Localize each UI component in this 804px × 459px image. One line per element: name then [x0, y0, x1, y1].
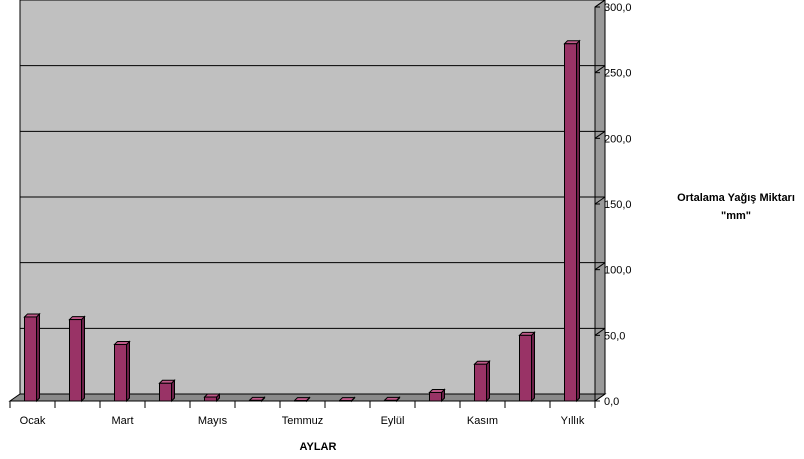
x-tick-label: Temmuz — [282, 415, 324, 427]
x-tick-label: Eylül — [381, 415, 405, 427]
gridline-side — [594, 65, 606, 74]
bar-front — [519, 334, 532, 402]
x-tick-label: Yıllık — [561, 415, 585, 427]
bar-front — [159, 382, 172, 402]
bar-Mart — [113, 340, 131, 403]
y-tick-label: 50,0 — [604, 330, 625, 342]
x-tick-label: Mart — [112, 415, 134, 427]
y-axis-title-line-1: Ortalama Yağış Miktarı — [677, 192, 795, 204]
x-tick-label: Mayıs — [198, 415, 228, 427]
bar-Nisan — [158, 379, 176, 403]
gridline-side — [594, 196, 606, 205]
y-tick-label: 300,0 — [604, 2, 632, 14]
x-axis-title: AYLAR — [300, 441, 337, 453]
bars — [23, 39, 581, 403]
x-tick-labels: Ocak Mart Mayıs Temmuz Eylül Kasım Yıllık — [20, 415, 585, 427]
bar-front — [24, 316, 37, 402]
bar-front — [69, 319, 82, 402]
y-axis-title-line-2: "mm" — [721, 210, 751, 222]
bar-front — [429, 391, 442, 402]
plot-walls — [8, 0, 607, 402]
bar-front — [474, 363, 487, 402]
bar-Eylül — [383, 396, 401, 403]
bar-Ekim — [428, 388, 446, 403]
bar-Haziran — [248, 396, 266, 403]
bar-Yıllık — [563, 39, 581, 403]
bar-front — [204, 396, 217, 402]
bar-front — [114, 344, 127, 402]
bar-Ocak — [23, 312, 41, 403]
bar-Şubat — [68, 315, 86, 403]
gridline-side — [594, 262, 606, 271]
gridline-side — [594, 130, 606, 139]
gridlines — [20, 0, 606, 336]
y-tick-label: 100,0 — [604, 265, 632, 277]
bar-Aralık — [518, 331, 536, 403]
axes — [9, 6, 600, 408]
y-tick-label: 200,0 — [604, 133, 632, 145]
x-tick-label: Kasım — [467, 415, 498, 427]
x-tick-label: Ocak — [20, 415, 46, 427]
bar-Kasım — [473, 360, 491, 403]
y-tick-label: 0,0 — [604, 396, 619, 408]
bar-Mayıs — [203, 392, 221, 403]
y-tick-label: 250,0 — [604, 68, 632, 80]
gridline-side — [594, 0, 606, 8]
y-tick-labels: 0,0 50,0 100,0 150,0 200,0 250,0 300,0 — [604, 2, 632, 408]
bar-front — [564, 43, 577, 402]
y-tick-label: 150,0 — [604, 199, 632, 211]
gridline-side — [594, 327, 606, 336]
